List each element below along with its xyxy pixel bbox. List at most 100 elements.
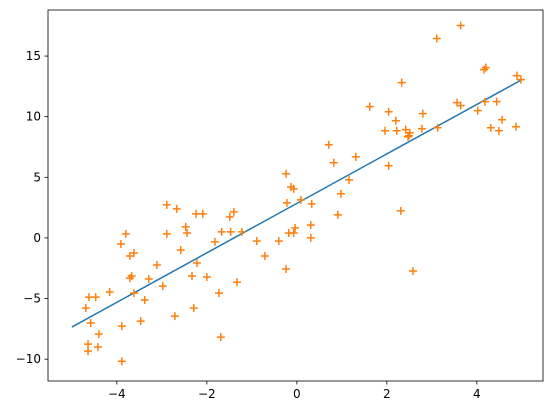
data-point: [282, 169, 291, 178]
y-tick-label: 0: [33, 231, 41, 245]
data-point: [216, 333, 225, 342]
data-point: [296, 195, 305, 204]
data-point: [306, 233, 315, 242]
data-point: [473, 106, 482, 115]
data-point: [117, 322, 126, 331]
data-point: [351, 152, 360, 161]
data-point: [274, 236, 283, 245]
data-point: [94, 330, 103, 339]
data-point: [481, 63, 490, 72]
data-point: [512, 122, 520, 131]
data-point: [397, 78, 406, 87]
data-point: [176, 245, 185, 254]
data-point: [512, 71, 521, 80]
data-point: [384, 161, 393, 170]
data-point: [183, 228, 192, 237]
data-point: [345, 175, 354, 184]
data-point: [324, 140, 333, 149]
data-point: [215, 289, 223, 298]
data-point: [188, 272, 196, 281]
data-point: [516, 75, 525, 84]
data-point: [121, 229, 130, 238]
data-point: [433, 123, 442, 132]
data-point: [365, 102, 374, 111]
y-tick-label: 15: [26, 49, 41, 63]
data-point: [404, 131, 413, 140]
data-point: [418, 109, 427, 118]
data-point: [392, 126, 401, 135]
data-point: [306, 220, 315, 229]
data-point: [381, 126, 390, 135]
data-point: [229, 207, 238, 216]
data-point: [127, 272, 136, 281]
data-point: [289, 184, 298, 193]
data-point: [192, 259, 201, 268]
plot-frame: [47, 9, 544, 382]
data-point: [417, 124, 426, 133]
data-point: [333, 210, 342, 219]
data-point: [252, 236, 261, 245]
data-point: [192, 209, 201, 218]
data-point: [237, 227, 246, 236]
data-point: [162, 200, 171, 209]
data-point: [404, 132, 412, 141]
data-point: [391, 116, 400, 125]
data-point: [84, 293, 93, 302]
data-point: [81, 304, 90, 313]
data-point: [408, 267, 417, 276]
data-point: [480, 97, 489, 106]
data-point: [282, 198, 291, 207]
data-point: [136, 317, 145, 326]
fit-line: [71, 79, 523, 328]
data-point: [202, 272, 211, 281]
data-point: [233, 278, 241, 287]
data-point: [117, 357, 126, 366]
data-point: [226, 227, 235, 236]
data-point: [396, 206, 405, 215]
data-point: [144, 275, 153, 284]
data-point: [282, 264, 291, 273]
data-point: [307, 199, 316, 208]
x-tick-label: −2: [198, 387, 216, 401]
x-tick-label: 2: [383, 387, 391, 401]
data-point: [125, 252, 134, 260]
y-tick-label: −5: [23, 292, 41, 306]
data-point: [384, 107, 393, 116]
data-point: [172, 204, 181, 213]
data-point: [116, 239, 125, 248]
data-point: [105, 288, 114, 297]
data-point: [401, 125, 410, 134]
data-point: [210, 237, 219, 246]
data-point: [432, 34, 441, 43]
x-tick-label: 4: [473, 387, 481, 401]
data-point: [86, 319, 95, 328]
data-point: [129, 289, 138, 298]
data-point: [336, 189, 345, 198]
data-point: [289, 228, 298, 237]
data-point: [291, 223, 300, 232]
data-point: [84, 347, 93, 356]
data-point: [93, 343, 102, 352]
x-tick-label: 0: [293, 387, 301, 401]
data-point: [84, 340, 93, 349]
data-point: [456, 101, 465, 110]
data-point: [494, 126, 503, 135]
data-point: [129, 248, 138, 257]
y-tick-label: −10: [16, 352, 41, 366]
y-tick-label: 5: [33, 170, 41, 184]
data-point: [140, 296, 149, 305]
data-point: [181, 222, 190, 231]
data-point: [260, 252, 269, 260]
y-tick-label: 10: [26, 110, 41, 124]
data-point: [225, 212, 234, 221]
data-point: [170, 312, 179, 321]
data-point: [486, 123, 495, 132]
data-point: [492, 97, 501, 106]
data-point: [158, 282, 167, 291]
data-point: [329, 158, 338, 167]
x-tick-label: −4: [108, 387, 126, 401]
data-point: [162, 229, 171, 238]
data-point: [198, 209, 207, 218]
data-point: [152, 260, 161, 269]
